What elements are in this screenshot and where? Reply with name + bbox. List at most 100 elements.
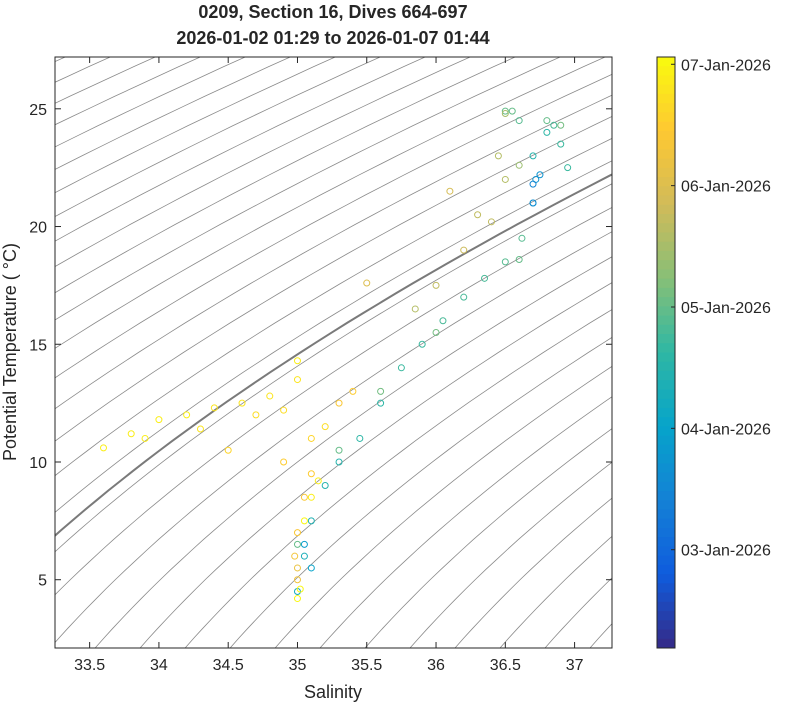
point: [474, 211, 482, 219]
point: [196, 425, 204, 433]
colorbar-cell: [657, 481, 675, 492]
colorbar-cell: [657, 315, 675, 326]
point: [266, 392, 274, 400]
x-tick-label: 33.5: [74, 657, 105, 674]
colorbar-cell: [657, 241, 675, 252]
point: [494, 152, 502, 160]
y-axis-label: Potential Temperature ( °C): [0, 243, 20, 461]
point: [335, 458, 343, 466]
point: [238, 399, 246, 407]
point: [501, 110, 509, 118]
x-tick-label: 35.5: [351, 657, 382, 674]
point: [518, 234, 526, 242]
point: [293, 376, 301, 384]
colorbar-cell: [657, 574, 675, 584]
point: [307, 517, 315, 525]
point: [293, 529, 301, 537]
point: [356, 434, 364, 442]
point: [141, 434, 149, 442]
point: [183, 411, 191, 419]
colorbar-cell: [657, 537, 675, 547]
point: [321, 482, 329, 490]
x-tick-label: 35: [289, 657, 307, 674]
isopycnal: [229, 336, 612, 648]
isopycnals: [55, 57, 612, 648]
colorbar-cell: [657, 398, 675, 409]
point: [536, 171, 544, 179]
point: [127, 430, 135, 438]
isopycnal: [274, 365, 612, 648]
isopycnal: [55, 231, 612, 644]
point: [307, 564, 315, 572]
isopycnal: [55, 183, 612, 553]
colorbar-cell: [657, 454, 675, 464]
colorbar-cell: [657, 592, 675, 603]
isopycnal: [55, 160, 612, 513]
colorbar-frame: [656, 56, 676, 649]
point: [335, 446, 343, 454]
x-axis-label: Salinity: [304, 682, 362, 702]
colorbar-cell: [657, 380, 675, 390]
point: [446, 187, 454, 195]
colorbar-cell: [657, 417, 675, 427]
point: [349, 387, 357, 395]
colorbar-cell: [657, 463, 675, 474]
colorbar-cell: [657, 389, 675, 400]
point: [501, 107, 509, 115]
point: [293, 564, 301, 572]
point: [439, 317, 447, 325]
colorbar-tick-label: 05-Jan-2026: [681, 300, 771, 317]
point: [300, 517, 308, 525]
point: [501, 258, 509, 266]
point: [460, 293, 468, 301]
chart-title: 0209, Section 16, Dives 664-697: [198, 2, 467, 22]
point: [307, 434, 315, 442]
point: [418, 340, 426, 348]
colorbar-cell: [657, 66, 675, 76]
colorbar-cell: [657, 213, 675, 224]
point: [515, 117, 523, 125]
colorbar-cell: [657, 444, 675, 455]
colorbar-cell: [657, 472, 675, 483]
point: [293, 357, 301, 365]
colorbar-cell: [657, 204, 675, 215]
point: [529, 199, 537, 207]
colorbar-cell: [657, 601, 675, 612]
colorbar-cell: [657, 638, 675, 649]
colorbar-cell: [657, 269, 675, 280]
point: [155, 416, 163, 424]
point: [210, 404, 218, 412]
point: [307, 470, 315, 478]
point: [99, 444, 107, 452]
y-tick-label: 5: [38, 573, 47, 590]
y-tick-label: 10: [29, 455, 47, 472]
plot-frame: [54, 56, 613, 649]
colorbar-cell: [657, 500, 675, 510]
colorbar-cell: [657, 75, 675, 86]
colorbar-cell: [657, 555, 675, 566]
isopycnal: [55, 57, 381, 217]
point: [291, 552, 299, 560]
point: [300, 552, 308, 560]
colorbar-cell: [657, 334, 675, 344]
point: [280, 458, 288, 466]
colorbar-cell: [657, 583, 675, 594]
isopycnal: [55, 137, 612, 477]
colorbar-cell: [657, 426, 675, 437]
isopycnal: [409, 461, 612, 648]
y-tick-label: 20: [29, 220, 47, 237]
isopycnal: [319, 396, 612, 648]
point: [252, 411, 260, 419]
colorbar-cell: [657, 546, 675, 557]
colorbar-cell: [657, 140, 675, 150]
x-tick-label: 34.5: [213, 657, 244, 674]
colorbar-cell: [657, 250, 675, 261]
colorbar-cell: [657, 167, 675, 178]
isopycnal: [55, 73, 612, 379]
point: [529, 152, 537, 160]
point: [564, 164, 572, 172]
point: [224, 446, 232, 454]
colorbar-cell: [657, 527, 675, 538]
isopycnal: [499, 535, 612, 648]
